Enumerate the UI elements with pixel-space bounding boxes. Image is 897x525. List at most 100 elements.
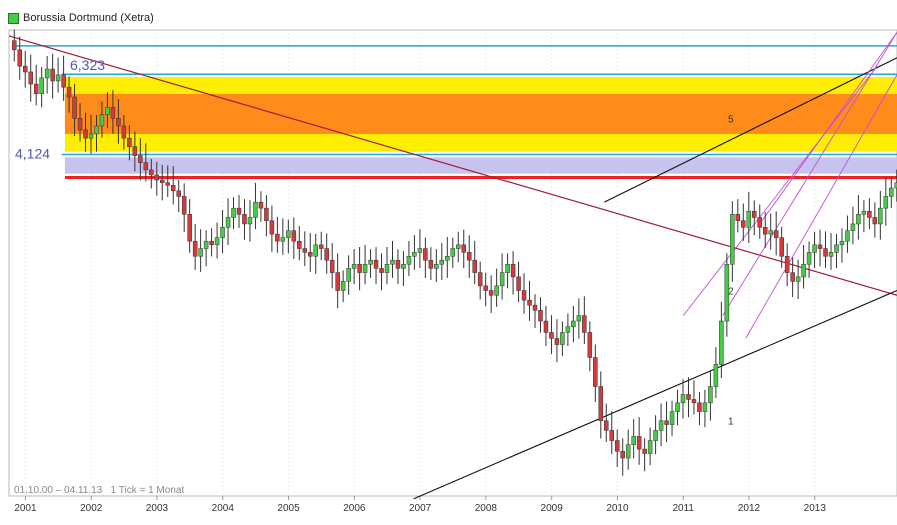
x-tick-label: 2007 (409, 503, 432, 514)
candle-up (576, 315, 582, 322)
x-tick-label: 2011 (672, 503, 694, 514)
candle-up (346, 268, 351, 282)
candle-up (94, 125, 99, 135)
candle-up (417, 248, 423, 253)
candle-up (702, 402, 708, 412)
candle-down (598, 386, 604, 421)
long-downtrend-line (8, 35, 897, 296)
footer: 01.10.00 – 04.11.13 1 Tick = 1 Monat (14, 485, 184, 496)
candle-down (165, 182, 170, 186)
candle-down (28, 71, 33, 85)
x-tick-label: 2010 (606, 503, 629, 514)
candle-up (647, 440, 653, 454)
candle-up (505, 263, 510, 273)
candle-down (329, 259, 335, 273)
candle-down (757, 217, 762, 228)
candle-down (423, 248, 428, 261)
candle-up (494, 285, 499, 296)
candle-up (39, 77, 44, 94)
candle-down (466, 252, 472, 261)
trend-lines (8, 32, 897, 500)
zone-lavender (64, 157, 897, 174)
y-tick-label: 2 (728, 286, 734, 297)
candle-down (12, 40, 17, 51)
candle-up (203, 240, 209, 249)
x-tick-label: 2006 (343, 503, 366, 514)
candle-up (708, 386, 713, 404)
candle-up (55, 74, 61, 82)
candle-up (856, 214, 861, 225)
candle-up (828, 252, 834, 257)
candle-down (752, 210, 757, 218)
x-tick-label: 2013 (804, 503, 827, 514)
candle-up (406, 255, 412, 265)
candle-up (412, 252, 417, 257)
labels: 2001 2002 2003 2004 2005 2006 2007 2008 2009 2010… (14, 57, 826, 514)
candle-down (532, 304, 538, 311)
candle-down (379, 268, 384, 273)
y-tick-label: 5 (728, 114, 734, 125)
candle-up (368, 259, 373, 265)
candle-down (302, 248, 308, 253)
candle-down (373, 259, 379, 269)
steep-uptrend-line (604, 57, 897, 203)
candle-down (549, 332, 554, 339)
candle-down (66, 86, 72, 98)
candle-down (521, 290, 527, 301)
candle-down (160, 179, 165, 183)
candle-up (839, 240, 845, 246)
y-tick-label: 1 (728, 417, 734, 428)
channel-line-4 (682, 65, 878, 316)
candle-down (773, 230, 779, 238)
x-tick-label: 2005 (277, 503, 300, 514)
candle-down (170, 185, 176, 192)
candle-down (735, 214, 741, 221)
x-tick-label: 2002 (80, 503, 103, 514)
candle-down (823, 248, 828, 257)
legend: Borussia Dortmund (Xetra) (8, 12, 154, 24)
candle-down (22, 65, 28, 73)
candle-up (280, 237, 286, 242)
candles (12, 29, 897, 476)
candle-down (297, 240, 302, 249)
candle-up (286, 230, 291, 238)
candle-down (291, 230, 297, 242)
candle-down (132, 146, 138, 156)
candle-down (187, 214, 192, 242)
candle-down (554, 338, 560, 345)
candle-down (324, 248, 329, 261)
candle-up (883, 196, 889, 209)
candle-up (724, 263, 730, 322)
candle-up (719, 320, 724, 365)
candle-down (510, 263, 516, 278)
candle-up (889, 187, 894, 197)
candle-down (867, 210, 872, 218)
x-tick-label: 2009 (541, 503, 564, 514)
candle-down (110, 107, 116, 119)
candle-up (456, 244, 461, 249)
candle-down (61, 74, 66, 88)
candle-up (445, 255, 450, 261)
candle-down (72, 96, 77, 119)
candle-down (817, 244, 823, 249)
candle-down (790, 272, 795, 282)
candle-up (834, 244, 839, 253)
candle-down (33, 83, 39, 94)
candle-down (543, 320, 549, 333)
candle-up (713, 364, 719, 387)
channel-line-2 (745, 74, 897, 339)
candle-up (198, 248, 203, 257)
candle-down (318, 244, 324, 249)
candle-up (99, 114, 105, 127)
candle-up (669, 411, 675, 425)
candle-down (77, 118, 83, 131)
candle-down (593, 357, 598, 387)
candle-down (154, 174, 160, 181)
candle-down (488, 290, 494, 296)
candle-down (697, 402, 702, 412)
x-tick-label: 2003 (146, 503, 169, 514)
candle-up (680, 394, 686, 404)
candle-down (483, 285, 488, 291)
candle-up (253, 201, 258, 218)
